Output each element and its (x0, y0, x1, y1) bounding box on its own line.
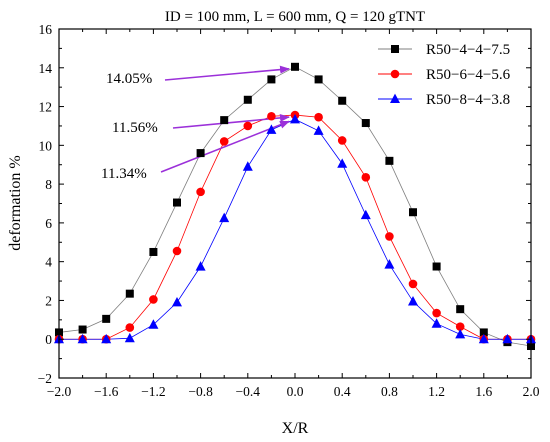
series-2-point (219, 137, 229, 146)
series-2-point (243, 121, 253, 131)
series-2-point (196, 187, 205, 197)
series-2-point (432, 308, 441, 318)
legend-marker-2 (390, 69, 400, 79)
series-1-point (409, 208, 417, 217)
series-3-point (124, 332, 135, 343)
series-1-point (196, 149, 205, 158)
series-3-point (337, 158, 348, 168)
series-3-point (172, 296, 182, 307)
y-tick-label: 4 (45, 255, 52, 270)
y-axis: −2 0 2 4 6 8 10 12 14 16 (38, 22, 531, 386)
series-2-point (149, 295, 158, 304)
y-axis-label: deformation % (7, 155, 24, 251)
y-tick-label: 12 (39, 100, 53, 115)
series-3-point (455, 328, 466, 339)
x-tick-label: −1.2 (141, 384, 166, 399)
series-3-point (502, 333, 513, 344)
series-1-point (267, 75, 276, 84)
x-tick-label: −0.4 (236, 384, 261, 399)
series-3-point (478, 333, 489, 344)
series-3-point (384, 259, 395, 269)
series-1-point (361, 119, 370, 128)
series-1-point (314, 75, 323, 84)
series-1-point (125, 289, 134, 298)
annotation-label: 14.05% (106, 71, 152, 87)
series-1-point (456, 305, 465, 314)
series-1-point (338, 96, 347, 105)
series-2-point (337, 136, 347, 145)
y-tick-label: 2 (45, 293, 52, 308)
annotation-arrow (164, 65, 290, 81)
legend-marker-1 (391, 45, 399, 53)
y-tick-label: 0 (45, 332, 52, 347)
x-tick-label: 1.6 (475, 384, 492, 399)
y-tick-label: −2 (38, 371, 52, 386)
y-tick-label: 10 (39, 138, 53, 153)
series-3-point (431, 318, 442, 328)
legend-label-2: R50−6−4−5.6 (426, 67, 511, 83)
series-2-point (455, 322, 465, 331)
series-3-point (148, 319, 159, 329)
series-lines (58, 66, 532, 347)
series-3-point (290, 113, 300, 124)
x-tick-label: 1.2 (428, 384, 445, 399)
series-3-point (101, 333, 112, 344)
series-2-point (267, 111, 276, 121)
x-tick-label: 0.0 (287, 384, 304, 399)
x-tick-label: −0.8 (188, 384, 213, 399)
annotation-label: 11.56% (112, 120, 158, 136)
series-1-point (291, 62, 299, 71)
y-tick-label: 16 (39, 22, 53, 37)
annotation-arrow (160, 120, 290, 173)
x-tick-label: 0.4 (334, 384, 351, 399)
series-2-point (361, 173, 371, 182)
series-2-point (385, 232, 394, 241)
series-3-point (266, 124, 277, 134)
x-axis-label: X/R (282, 420, 309, 437)
series-1-point (243, 95, 252, 104)
legend-label-3: R50−8−4−3.8 (426, 92, 510, 108)
series-1-point (102, 314, 111, 323)
x-tick-label: 0.8 (381, 384, 398, 399)
series-3-point (313, 125, 324, 135)
series-3-point (195, 261, 206, 271)
legend-label-1: R50−4−4−7.5 (426, 42, 510, 58)
series-line-1 (58, 66, 532, 347)
series-3-point (77, 333, 88, 344)
series-1-point (78, 325, 87, 334)
x-tick-label: −1.6 (94, 384, 119, 399)
series-2-point (125, 323, 135, 332)
legend-marker-3 (390, 93, 400, 104)
series-3-point (242, 161, 253, 171)
series-1-point (432, 262, 441, 271)
x-axis: −2.0 −1.6 −1.2 −0.8 −0.4 0.0 0.4 0.8 1.2 1.6 2.0 (47, 29, 540, 399)
y-tick-label: 6 (45, 216, 52, 231)
chart-title: ID = 100 mm, L = 600 mm, Q = 120 gTNT (165, 9, 425, 25)
x-tick-label: −2.0 (47, 384, 72, 399)
series-3-point (219, 212, 230, 223)
series-2-point (314, 112, 323, 122)
legend: R50−4−4−7.5 R50−6−4−5.6 R50−8−4−3.8 (378, 42, 511, 108)
series-3-point (360, 209, 371, 220)
series-2-point (408, 279, 418, 289)
series-3-point (408, 296, 418, 306)
series-1-point (385, 156, 394, 165)
y-tick-label: 8 (45, 177, 52, 192)
y-tick-label: 14 (39, 61, 53, 76)
x-tick-label: 2.0 (523, 384, 540, 399)
series-1-point (220, 116, 229, 125)
series-1-point (479, 328, 488, 337)
series-2-point (172, 246, 182, 256)
series-1-point (149, 247, 158, 256)
annotation-label: 11.34% (101, 166, 147, 182)
series-1-point (173, 198, 181, 207)
